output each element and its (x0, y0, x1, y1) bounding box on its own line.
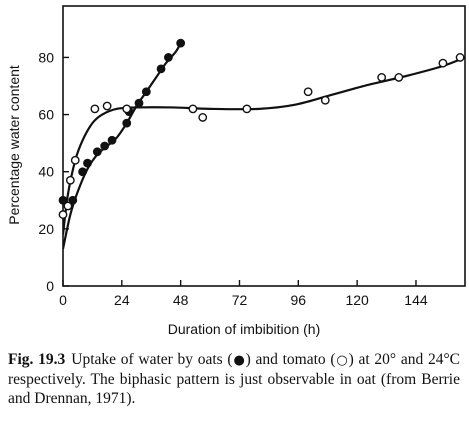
tomato-point (70, 155, 80, 165)
x-tick-label: 72 (232, 292, 248, 308)
y-tick-label: 20 (38, 221, 54, 237)
tomato-point (122, 104, 132, 114)
tomato-point (102, 101, 112, 111)
oat-point (134, 98, 144, 108)
oat-point (156, 64, 166, 74)
oat-point (122, 118, 132, 128)
tomato-point (188, 104, 198, 114)
x-axis-title: Duration of imbibition (h) (168, 321, 321, 337)
oat-point (176, 38, 186, 48)
chart: 0 24 48 72 96 120 144 0 20 40 60 80 Percentage wate… (6, 5, 466, 337)
oat-point (78, 167, 88, 177)
oat-curve (63, 42, 182, 250)
tomato-curve (63, 56, 465, 235)
tomato-point (198, 113, 208, 122)
figure-caption: Fig. 19.3 Uptake of water by oats (●) and… (8, 350, 460, 408)
x-tick-label: 24 (114, 292, 130, 308)
tomato-point (377, 73, 387, 82)
x-tick-label: 48 (173, 292, 189, 308)
y-tick-label: 40 (38, 164, 54, 180)
x-tick-label: 96 (291, 292, 307, 308)
tomato-point (438, 58, 448, 68)
tomato-point (242, 104, 252, 114)
plot-area: 0 24 48 72 96 120 144 0 20 40 60 80 (38, 5, 466, 308)
tomato-point (58, 210, 68, 219)
tomato-point (63, 201, 73, 211)
oat-point (100, 141, 110, 151)
x-tick-label: 0 (59, 292, 67, 308)
y-tick-label: 0 (46, 278, 54, 294)
caption-text-2: ) and tomato ( (245, 351, 336, 368)
y-tick-label: 80 (38, 49, 54, 65)
oat-point (107, 135, 117, 145)
oat-point (164, 53, 173, 62)
x-tick-label: 120 (345, 292, 369, 308)
oat-point (141, 87, 151, 97)
tomato-point (394, 73, 404, 82)
y-axis-title: Percentage water content (6, 65, 22, 225)
figure-number: Fig. 19.3 (8, 351, 66, 368)
filled-circle-icon: ● (232, 353, 246, 368)
tomato-point (65, 175, 75, 185)
oat-point (68, 195, 78, 205)
open-circle-icon: ○ (335, 353, 349, 368)
caption-text-3: ) at 20° and 24°C respectively. The biph… (8, 351, 460, 407)
caption-text-1: Uptake of water by oats ( (71, 351, 233, 368)
tomato-point (455, 53, 465, 62)
oat-point (92, 147, 102, 157)
plot-frame (62, 5, 466, 287)
tomato-point (90, 104, 100, 114)
tomato-point (320, 95, 330, 105)
oat-point (83, 158, 92, 168)
x-tick-label: 144 (404, 292, 428, 308)
y-tick-label: 60 (38, 107, 54, 123)
tomato-point (303, 87, 313, 97)
